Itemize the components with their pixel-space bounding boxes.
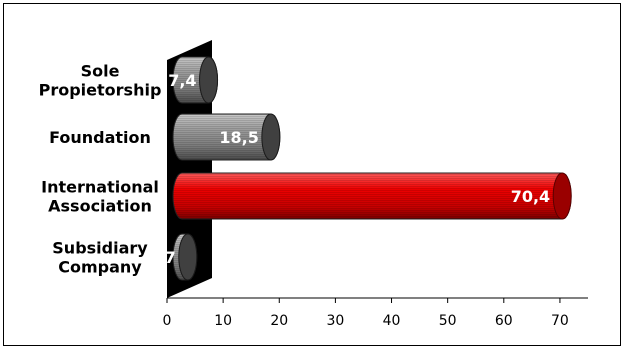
x-tick-label: 60 [495,313,513,329]
x-ticks: 0 10 20 30 40 50 60 70 [163,298,569,329]
back-wall [167,40,212,298]
data-label: 18,5 [219,128,258,147]
bar-texture [173,114,280,160]
data-label: 3,7 [147,248,175,267]
bar [172,172,572,220]
category-labels: Sole Propietorship Foundation International… [39,62,162,277]
bars: 7,4 18,5 70,4 3,7 [147,56,572,281]
category-label: International Association [41,178,159,216]
bar [172,233,198,281]
x-tick-label: 20 [270,313,288,329]
bar-texture [173,173,572,219]
category-label: Foundation [49,128,151,147]
x-tick-label: 10 [214,313,232,329]
data-label: 7,4 [168,71,196,90]
x-tick-label: 30 [326,313,344,329]
bar-end-cap [552,172,572,220]
category-label: Sole Propietorship [39,62,162,100]
data-label: 70,4 [511,187,550,206]
x-tick-label: 0 [163,313,172,329]
bar [172,56,219,104]
x-tick-label: 70 [551,313,569,329]
category-label: Subsidiary Company [52,239,148,277]
x-tick-label: 40 [383,313,401,329]
bar-end-cap [261,113,281,161]
x-tick-label: 50 [439,313,457,329]
bar-end-cap [178,233,198,281]
bar-end-cap [199,56,219,104]
chart-frame [3,3,621,346]
bar [172,113,281,161]
